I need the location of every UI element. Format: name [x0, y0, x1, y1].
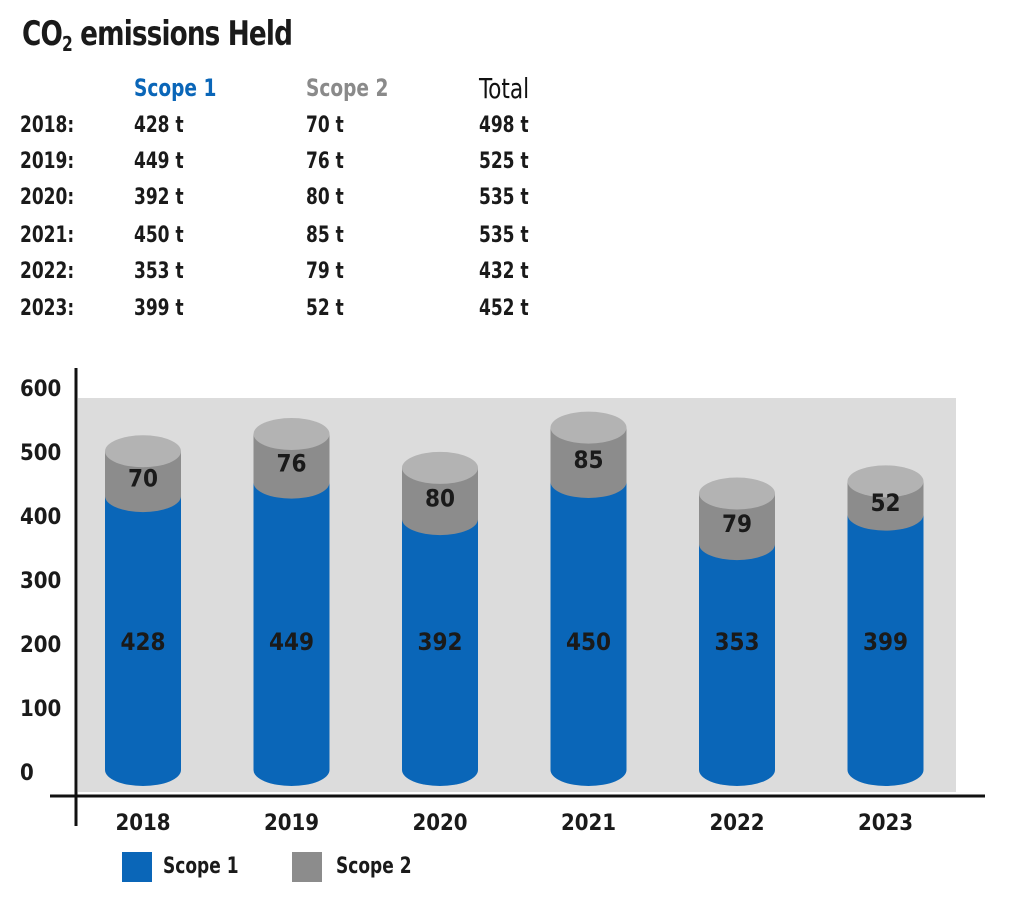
- y-tick-label: 0: [20, 761, 34, 786]
- row-year: 2018:: [20, 113, 75, 138]
- bar-scope1-2020: [402, 519, 478, 786]
- y-tick-label: 500: [20, 441, 61, 466]
- row-scope1: 449 t: [134, 149, 184, 174]
- x-tick-label: 2020: [412, 811, 467, 836]
- row-total: 525 t: [479, 149, 529, 174]
- bar-cap-2021: [550, 411, 627, 444]
- row-scope1: 450 t: [134, 223, 184, 248]
- row-year: 2019:: [20, 149, 75, 174]
- x-tick-label: 2019: [264, 811, 319, 836]
- row-year: 2022:: [20, 259, 75, 284]
- x-tick-label: 2023: [858, 811, 913, 836]
- value-label-scope1: 353: [714, 628, 759, 656]
- row-scope2: 85 t: [306, 223, 344, 248]
- y-tick-label: 300: [20, 569, 61, 594]
- value-label-scope1: 428: [120, 628, 165, 656]
- y-tick-label: 100: [20, 697, 61, 722]
- bar-scope1-2019: [253, 482, 330, 786]
- row-year: 2021:: [20, 223, 75, 248]
- value-label-scope2: 76: [276, 449, 306, 477]
- bar-2018: 428 70: [105, 435, 181, 786]
- row-total: 498 t: [479, 113, 529, 138]
- chart-title: CO2 emissions Held: [22, 14, 293, 56]
- legend-label-scope2: Scope 2: [336, 854, 412, 879]
- legend-swatch-scope1: [122, 852, 152, 882]
- bar-2022: 353 79: [699, 477, 775, 786]
- header-scope2: Scope 2: [306, 74, 389, 102]
- row-scope2: 80 t: [306, 185, 344, 210]
- bar-2020: 392 80: [402, 451, 478, 786]
- header-scope1: Scope 1: [134, 74, 217, 102]
- y-tick-label: 600: [20, 377, 61, 402]
- plot-area: [78, 398, 956, 792]
- bar-cap-2020: [402, 451, 478, 484]
- legend-label-scope1: Scope 1: [163, 854, 239, 879]
- value-label-scope2: 70: [128, 465, 158, 493]
- bar-scope2-2021: [550, 427, 627, 498]
- row-total: 535 t: [479, 185, 529, 210]
- bar-scope1-2021: [550, 482, 627, 786]
- value-label-scope1: 399: [863, 628, 908, 656]
- row-scope1: 353 t: [134, 259, 184, 284]
- bar-2023: 399 52: [847, 465, 924, 786]
- row-scope2: 70 t: [306, 113, 344, 138]
- bar-cap-2022: [699, 477, 775, 510]
- bar-cap-2023: [847, 465, 924, 498]
- x-tick-label: 2022: [709, 811, 764, 836]
- y-tick-label: 400: [20, 505, 61, 530]
- row-scope2: 52 t: [306, 296, 344, 321]
- x-tick-label: 2018: [115, 811, 170, 836]
- y-tick-label: 200: [20, 633, 61, 658]
- bar-scope1-2018: [105, 496, 181, 786]
- row-scope2: 76 t: [306, 149, 344, 174]
- bar-scope1-2022: [699, 544, 775, 786]
- row-year: 2023:: [20, 296, 75, 321]
- bar-scope1-2023: [847, 514, 924, 786]
- header-total: Total: [479, 72, 530, 105]
- x-tick-labels: 2018 2019 2020 2021 2022 2023: [115, 811, 913, 836]
- y-tick-labels: 0 100 200 300 400 500 600: [20, 377, 61, 786]
- bar-scope2-2018: [105, 451, 181, 513]
- row-scope2: 79 t: [306, 259, 344, 284]
- value-label-scope1: 449: [269, 628, 314, 656]
- x-tick-label: 2021: [561, 811, 616, 836]
- row-total: 432 t: [479, 259, 529, 284]
- value-label-scope1: 450: [566, 628, 611, 656]
- value-label-scope2: 52: [870, 489, 900, 517]
- row-total: 535 t: [479, 223, 529, 248]
- row-scope1: 392 t: [134, 185, 184, 210]
- bar-scope2-2019: [253, 434, 330, 499]
- row-scope1: 399 t: [134, 296, 184, 321]
- row-total: 452 t: [479, 296, 529, 321]
- legend-swatch-scope2: [292, 852, 322, 882]
- bar-cap-2018: [105, 435, 181, 468]
- bars-group: 428 70 449 76 392 80 450 85 353 79 399 52: [105, 411, 924, 786]
- bar-scope2-2022: [699, 493, 775, 561]
- bar-2021: 450 85: [550, 411, 627, 786]
- value-label-scope1: 392: [417, 628, 462, 656]
- bar-scope2-2020: [402, 467, 478, 536]
- bar-2019: 449 76: [253, 418, 330, 786]
- row-scope1: 428 t: [134, 113, 184, 138]
- bar-cap-2019: [253, 418, 330, 450]
- value-label-scope2: 85: [573, 446, 603, 474]
- value-label-scope2: 80: [425, 485, 455, 513]
- row-year: 2020:: [20, 185, 75, 210]
- value-label-scope2: 79: [722, 510, 752, 538]
